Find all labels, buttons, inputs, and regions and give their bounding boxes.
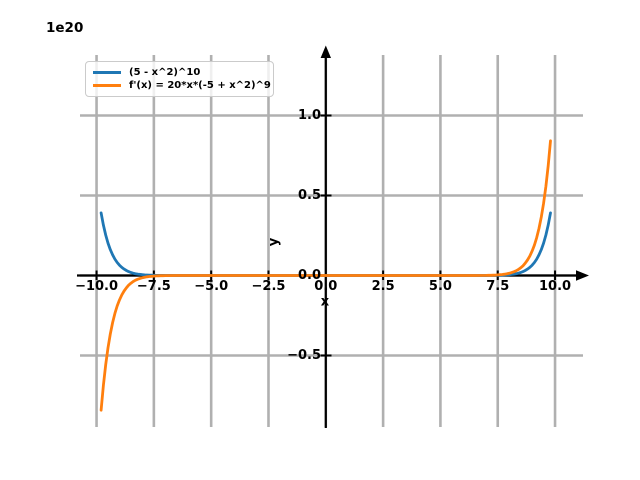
legend-label: (5 - x^2)^10 [129,66,201,78]
legend-line-sample-orange [93,84,121,88]
y-axis-offset-label: 1e20 [46,20,84,36]
x-tick-label: −2.5 [251,279,286,294]
legend-entry: f'(x) = 20*x*(-5 + x^2)^9 [93,80,271,91]
x-tick-label: −5.0 [194,279,229,294]
y-tick-label: −0.5 [287,347,321,363]
x-tick-label: 7.5 [486,279,510,294]
x-tick-label: 2.5 [371,279,395,294]
x-tick-label: −10.0 [75,279,119,294]
x-axis-arrowhead [576,270,589,281]
legend: (5 - x^2)^10 f'(x) = 20*x*(-5 + x^2)^9 [85,61,274,97]
y-axis-arrowhead [320,45,331,58]
x-axis-label: x [320,294,330,310]
legend-entry: (5 - x^2)^10 [93,67,266,78]
y-tick-label: 0.5 [297,187,321,203]
x-tick-label: 5.0 [428,279,452,294]
y-tick-label: 0.0 [297,267,321,283]
series-line-1 [99,139,552,412]
y-axis-label: y [266,237,282,247]
x-tick-label: 10.0 [539,279,572,294]
legend-label: f'(x) = 20*x*(-5 + x^2)^9 [129,80,271,92]
legend-line-sample-blue [93,70,121,74]
x-tick-label: 0.0 [314,279,338,294]
y-tick-label: 1.0 [297,107,321,123]
x-tick-label: −7.5 [136,279,171,294]
